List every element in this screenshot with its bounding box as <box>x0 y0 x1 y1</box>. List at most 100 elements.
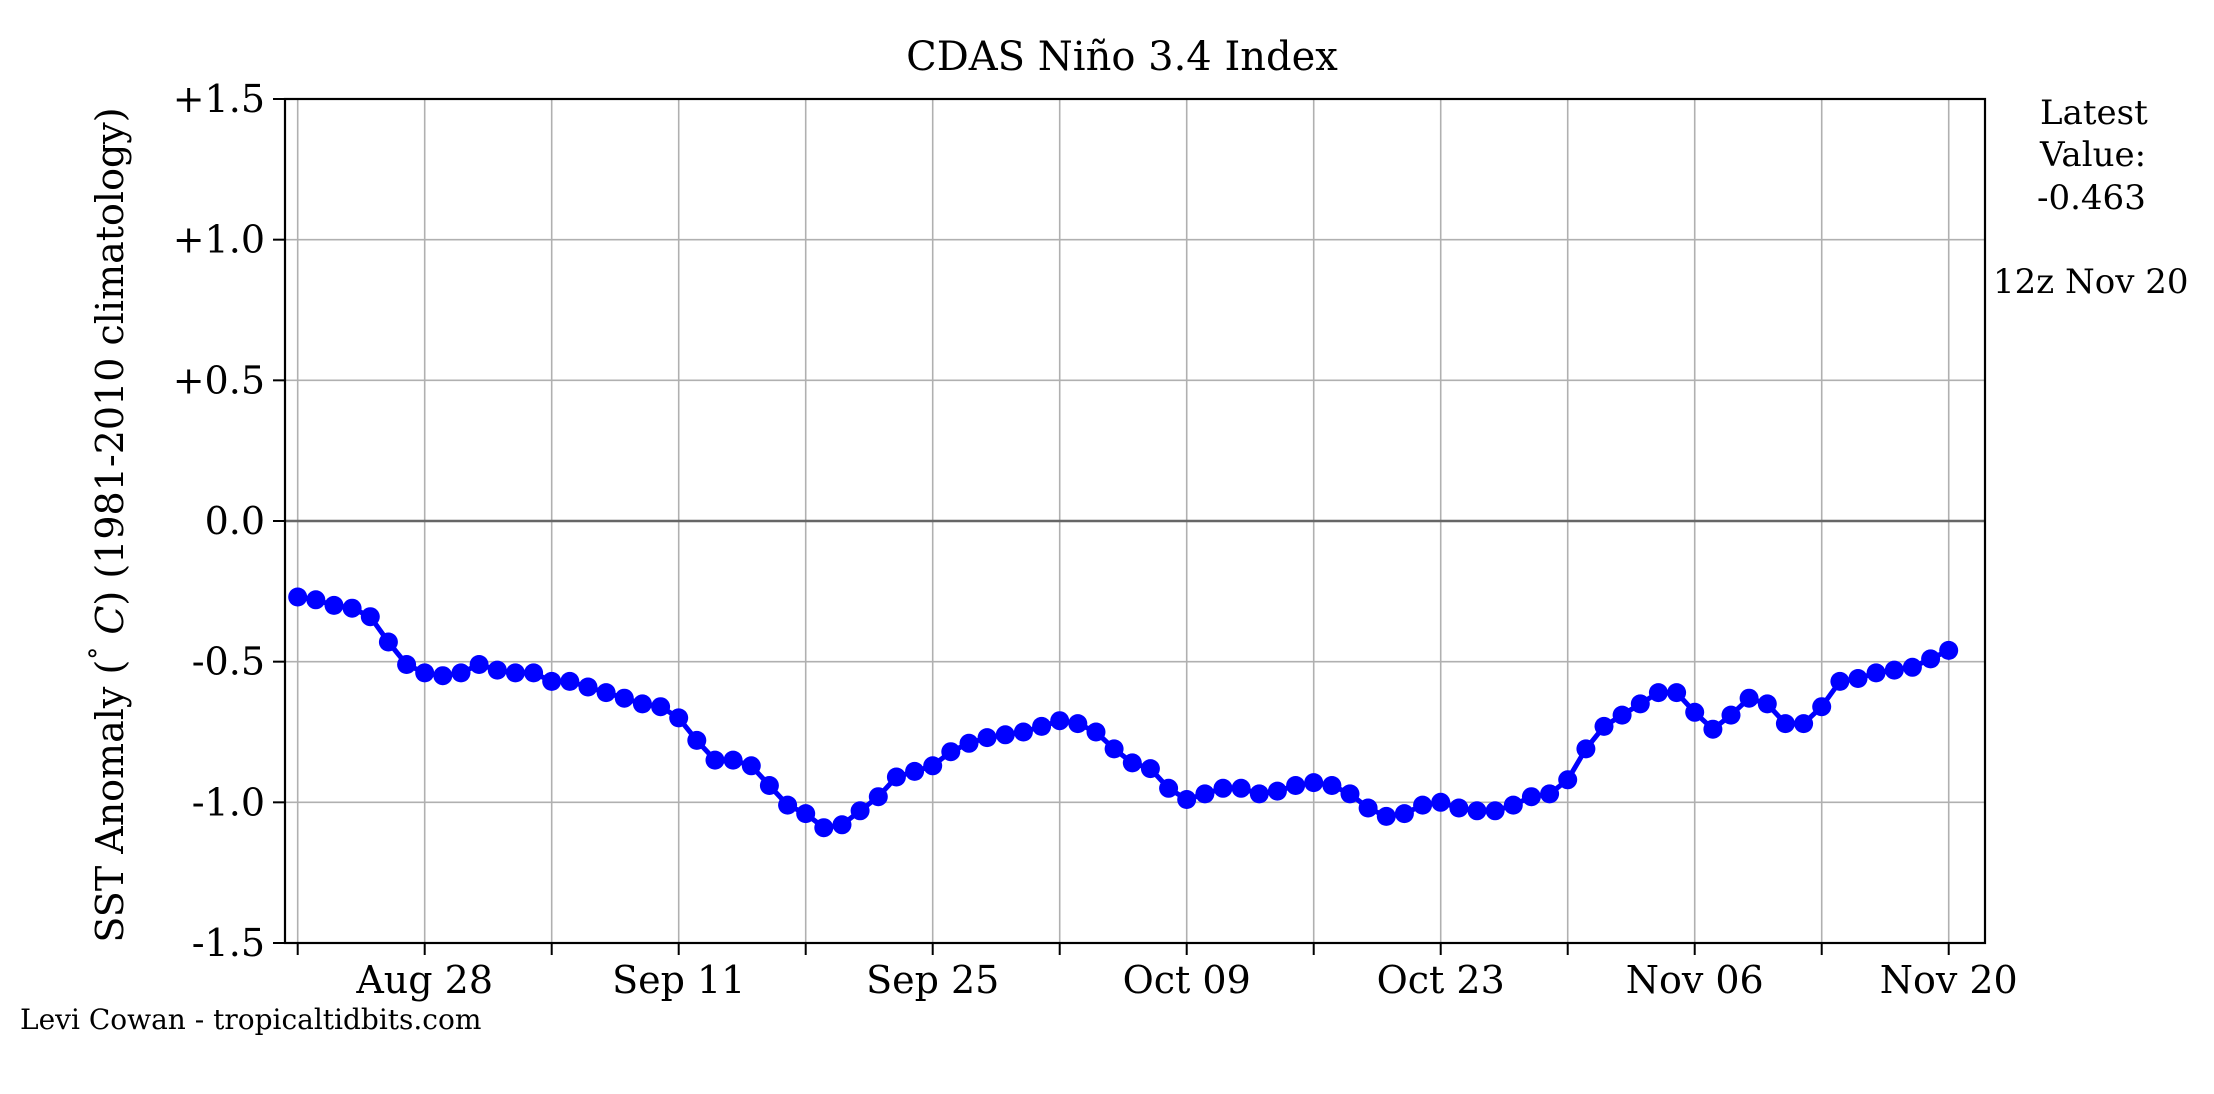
data-point <box>578 677 598 697</box>
data-point <box>560 671 580 691</box>
data-point <box>1848 669 1868 688</box>
data-point <box>1413 795 1433 815</box>
y-axis-label-part: SST Anomaly ( <box>88 660 132 943</box>
data-point <box>1322 776 1342 795</box>
x-tick-label: Oct 09 <box>1123 958 1251 1002</box>
x-tick-label: Nov 20 <box>1880 958 2018 1002</box>
x-axis: Aug 28 Sep 11 Sep 25 Oct 09 Oct 23 Nov 06 Nov … <box>296 943 2018 1002</box>
data-point <box>1267 781 1287 801</box>
data-point <box>1032 716 1052 736</box>
data-point <box>995 725 1015 745</box>
data-point <box>1068 714 1088 734</box>
data-point <box>850 801 870 821</box>
latest-value: -0.463 <box>2037 178 2146 218</box>
data-point <box>1576 739 1596 759</box>
data-point <box>886 767 906 787</box>
data-point <box>1485 801 1505 821</box>
data-point <box>324 595 344 615</box>
data-point <box>1286 776 1306 795</box>
data-point <box>1939 640 1959 660</box>
data-point <box>1540 784 1560 804</box>
data-point <box>796 804 816 824</box>
data-point <box>1304 773 1324 793</box>
x-tick-label: Aug 28 <box>355 958 493 1002</box>
data-point <box>451 663 471 683</box>
data-point <box>1721 705 1741 725</box>
data-point <box>669 708 689 728</box>
data-point <box>1503 795 1523 815</box>
data-point <box>1830 671 1850 691</box>
data-point <box>632 694 652 714</box>
data-point <box>1812 697 1832 717</box>
data-point <box>1775 714 1795 734</box>
data-point <box>1231 778 1251 798</box>
y-tick-label: -1.5 <box>192 921 265 965</box>
data-point <box>415 663 435 683</box>
y-tick-label: +0.5 <box>173 358 265 402</box>
data-point <box>1739 688 1759 708</box>
data-point <box>832 815 852 835</box>
y-tick-label: -1.0 <box>192 780 265 824</box>
celsius-symbol: C <box>88 606 132 647</box>
data-point <box>741 756 761 776</box>
degree-symbol: ° <box>85 647 115 660</box>
x-tick-label: Nov 06 <box>1626 958 1764 1002</box>
credit-text: Levi Cowan - tropicaltidbits.com <box>20 1003 481 1036</box>
data-point <box>433 666 453 686</box>
data-point <box>397 655 417 674</box>
y-axis-label: SST Anomaly (° C) (1981-2010 climatology… <box>85 107 132 942</box>
chart-title: CDAS Niño 3.4 Index <box>906 34 1338 80</box>
data-point <box>1866 663 1886 683</box>
y-axis: +1.5 +1.0 +0.5 0.0 -0.5 -1.0 -1.5 <box>173 77 285 965</box>
data-point <box>1921 649 1941 669</box>
data-point <box>288 587 308 607</box>
data-point <box>1013 722 1033 742</box>
data-point <box>1376 806 1396 826</box>
data-point <box>905 761 925 781</box>
x-tick-label: Sep 11 <box>612 958 745 1002</box>
data-point <box>1630 694 1650 714</box>
data-point <box>1050 711 1070 731</box>
data-point <box>1340 784 1360 804</box>
data-point <box>1195 784 1215 804</box>
y-tick-label: -0.5 <box>192 640 265 684</box>
data-point <box>596 683 616 703</box>
data-point <box>524 663 544 683</box>
data-point <box>1521 787 1541 807</box>
data-point <box>1213 778 1233 798</box>
y-tick-label: +1.0 <box>173 218 265 262</box>
data-point <box>1104 739 1124 759</box>
data-point <box>1449 798 1469 818</box>
data-point <box>487 660 507 680</box>
data-point <box>614 688 634 708</box>
data-point <box>1648 683 1668 703</box>
latest-time: 12z Nov 20 <box>1993 262 2188 302</box>
latest-value-heading: Value: <box>2039 135 2146 175</box>
data-point <box>687 730 707 750</box>
data-point <box>959 733 979 753</box>
y-tick-label: 0.0 <box>205 499 265 543</box>
data-point <box>651 697 671 717</box>
data-point <box>759 776 779 795</box>
data-point <box>1177 790 1197 809</box>
data-point <box>1667 683 1687 703</box>
data-point <box>1757 694 1777 714</box>
data-point <box>1159 778 1179 798</box>
data-point <box>505 663 525 683</box>
data-point <box>1086 722 1106 742</box>
data-point <box>941 742 961 762</box>
data-point <box>1884 660 1904 680</box>
data-point <box>1249 784 1269 804</box>
data-point <box>378 632 398 652</box>
data-point <box>868 787 888 807</box>
y-axis-label-part: ) (1981-2010 climatology) <box>88 107 132 605</box>
x-tick-label: Oct 23 <box>1377 958 1505 1002</box>
latest-value-heading: Latest <box>2040 93 2148 133</box>
data-point <box>469 655 489 674</box>
data-point <box>342 598 362 618</box>
data-point <box>814 818 834 838</box>
data-point <box>705 750 725 770</box>
data-point <box>1467 801 1487 821</box>
series-layer <box>288 587 1959 838</box>
